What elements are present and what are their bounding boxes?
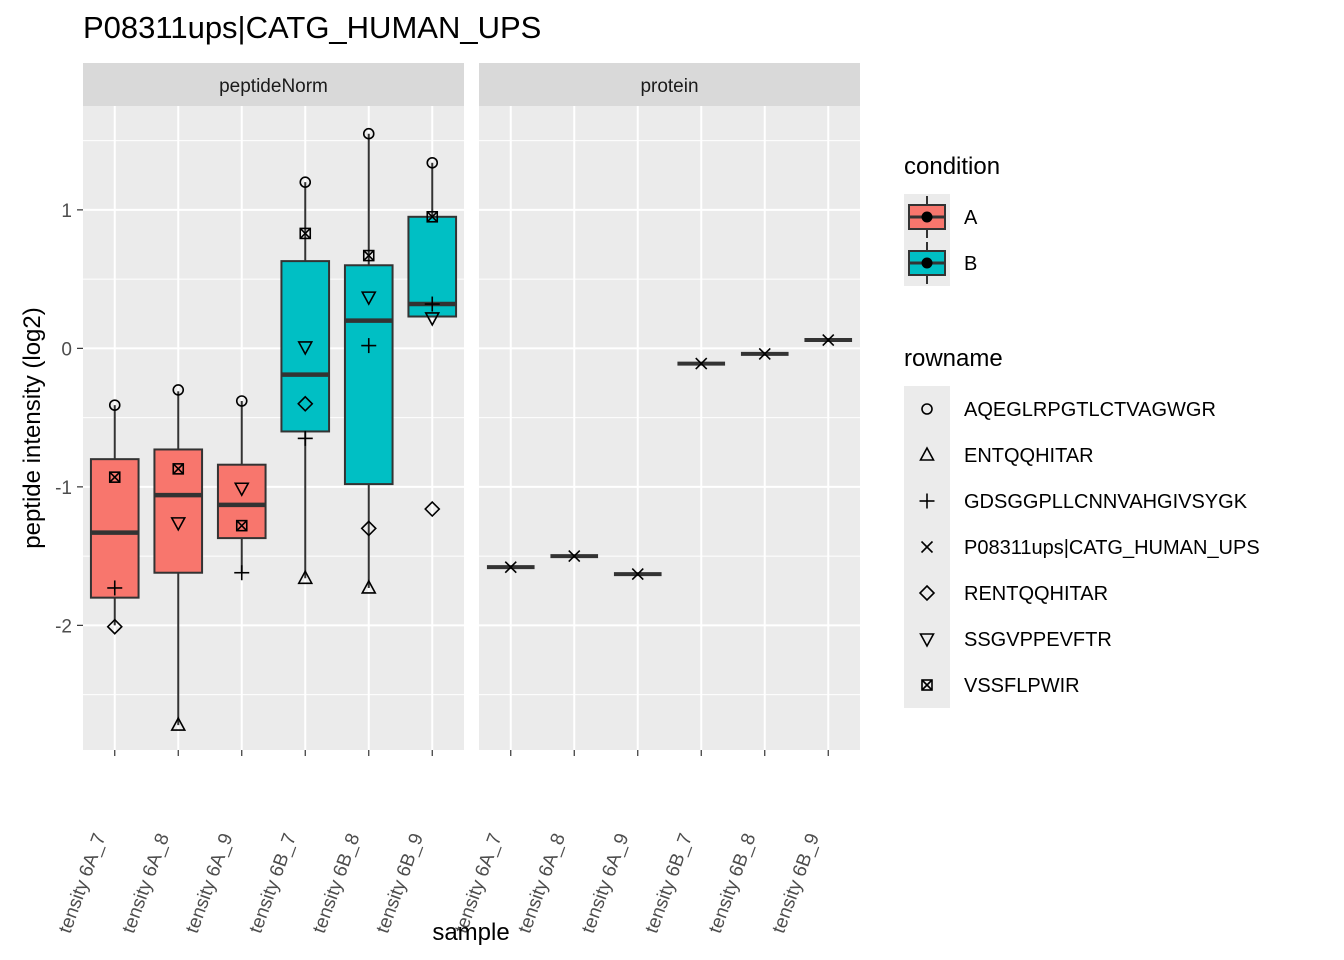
legend-rowname-label: VSSFLPWIR	[964, 675, 1080, 697]
box-body	[343, 264, 394, 486]
x-tick-label: tensity 6A_9	[578, 831, 634, 936]
point-circle	[362, 127, 375, 140]
point-square-cross	[172, 463, 185, 475]
y-tick-label: 1	[61, 201, 72, 222]
point-plus	[234, 565, 250, 581]
x-axis-label: sample	[432, 919, 509, 946]
point-triangle	[297, 569, 314, 585]
legend-shape-diamond	[918, 584, 936, 602]
legend-key-A	[904, 194, 950, 240]
legend-shape-cross	[920, 540, 934, 554]
point-triangle-down	[360, 291, 377, 306]
point-diamond	[424, 500, 441, 518]
legend-condition-label: A	[964, 207, 978, 229]
point-diamond	[106, 618, 123, 635]
legend-rowname-title: rowname	[904, 345, 1003, 372]
box-body	[216, 463, 267, 540]
box-4	[343, 133, 394, 588]
point-diamond	[360, 520, 377, 537]
chart-title: P08311ups|CATG_HUMAN_UPS	[83, 10, 541, 45]
x-tick-label: tensity 6A_8	[514, 831, 570, 936]
y-tick-label: -1	[55, 478, 72, 499]
panel-background	[479, 106, 860, 750]
box-5	[407, 162, 458, 318]
legend-key-point	[921, 211, 933, 223]
box-body	[89, 458, 140, 599]
box-3	[280, 182, 331, 579]
x-tick-label: tensity 6A_7	[55, 831, 111, 936]
x-tick-label: tensity 6B_7	[641, 831, 697, 936]
box-1	[153, 391, 204, 726]
point-triangle-down	[170, 517, 187, 532]
point-circle	[108, 399, 121, 411]
legend-condition-label: B	[964, 253, 977, 275]
point-circle	[426, 156, 439, 169]
point-cross	[568, 550, 581, 563]
point-circle	[299, 176, 312, 188]
point-square-cross	[299, 227, 312, 240]
point-cross	[631, 568, 644, 581]
legend-rowname-label: GDSGGPLLCNNVAHGIVSYGK	[964, 491, 1248, 513]
legend-rowname-label: SSGVPPEVFTR	[964, 629, 1112, 651]
legend-shape-triangle	[919, 446, 935, 461]
point-triangle-down	[297, 341, 314, 356]
x-tick-label: tensity 6B_8	[705, 831, 761, 936]
legend-shape-square-cross	[921, 679, 933, 691]
legend-rowname-label: P08311ups|CATG_HUMAN_UPS	[964, 537, 1260, 559]
point-square-cross	[362, 249, 375, 262]
point-plus	[107, 580, 123, 596]
point-triangle-down	[424, 312, 441, 327]
point-square-cross	[108, 471, 121, 483]
y-tick-label: -2	[55, 616, 72, 637]
point-triangle	[170, 716, 187, 731]
point-plus	[297, 430, 313, 446]
x-tick-label: tensity 6A_9	[182, 831, 238, 936]
point-cross	[822, 333, 835, 347]
y-axis-label: peptide intensity (log2)	[19, 307, 46, 548]
legend-key-B	[904, 240, 950, 286]
legend-rowname-label: ENTQQHITAR	[964, 445, 1094, 467]
point-plus	[361, 338, 377, 354]
point-circle	[172, 384, 185, 396]
box-body	[280, 260, 331, 433]
y-tick-label: 0	[61, 339, 72, 360]
x-tick-label: tensity 6B_9	[372, 831, 428, 936]
point-plus	[424, 296, 440, 312]
legend-key-point	[921, 257, 933, 269]
legend-condition-title: condition	[904, 153, 1000, 180]
point-cross	[758, 347, 771, 360]
point-diamond	[297, 395, 314, 412]
point-cross	[504, 561, 517, 574]
point-triangle-down	[233, 482, 250, 497]
panel-background	[83, 106, 464, 750]
box-body	[153, 448, 204, 574]
x-tick-label: tensity 6B_9	[768, 831, 824, 936]
point-square-cross	[426, 210, 439, 223]
facet-strip	[479, 63, 860, 106]
point-cross	[695, 357, 708, 370]
legend-shape-triangle-down	[919, 633, 935, 648]
legend-shape-circle	[921, 403, 933, 415]
facet-strip-label: protein	[640, 76, 698, 97]
point-circle	[235, 395, 248, 407]
legend-rowname-label: AQEGLRPGTLCTVAGWGR	[964, 399, 1216, 421]
x-tick-label: tensity 6B_7	[245, 831, 301, 936]
x-tick-label: tensity 6A_8	[118, 831, 174, 936]
point-square-cross	[235, 519, 248, 532]
point-triangle	[360, 579, 377, 594]
x-tick-label: tensity 6B_8	[309, 831, 365, 936]
legend-shape-plus	[919, 493, 935, 509]
facet-strip	[83, 63, 464, 106]
legend-rowname-label: RENTQQHITAR	[964, 583, 1108, 605]
facet-strip-label: peptideNorm	[219, 76, 328, 97]
